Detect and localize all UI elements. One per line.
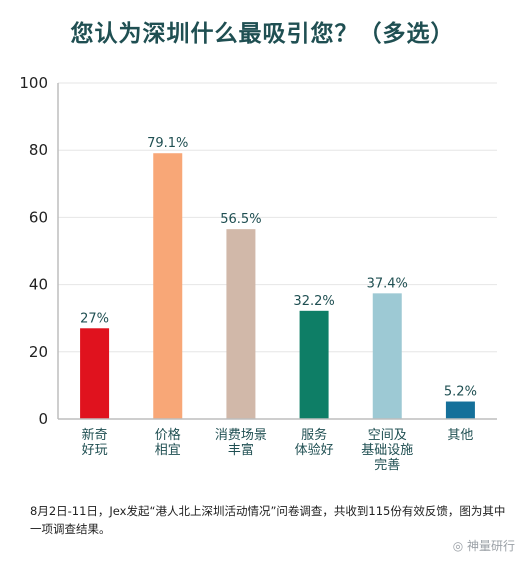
bar bbox=[80, 328, 110, 419]
watermark: ◎ 神量研行 bbox=[453, 537, 515, 554]
y-tick-label: 40 bbox=[29, 276, 48, 294]
y-tick-label: 80 bbox=[29, 141, 48, 159]
category-label-line: 基础设施 bbox=[361, 443, 413, 458]
footnote: 8月2日-11日，Jex发起“港人北上深圳活动情况”问卷调查，共收到115份有效… bbox=[30, 504, 506, 536]
value-label: 5.2% bbox=[444, 385, 477, 400]
category-label-line: 好玩 bbox=[82, 443, 108, 458]
value-label: 27% bbox=[80, 311, 109, 326]
category-label-line: 体验好 bbox=[295, 442, 334, 458]
category-label-line: 完善 bbox=[374, 457, 400, 473]
category-label-line: 新奇 bbox=[82, 427, 108, 443]
bar bbox=[226, 229, 256, 419]
category-label: 其他 bbox=[447, 428, 473, 443]
bar bbox=[372, 293, 402, 419]
category-label-line: 消费场景 bbox=[215, 428, 267, 443]
value-label: 37.4% bbox=[367, 276, 408, 291]
value-labels: 27% 79.1% 56.5% 32.2% 37.4% 5.2% bbox=[80, 136, 477, 399]
category-label-line: 价格 bbox=[155, 427, 181, 443]
bar bbox=[153, 153, 183, 419]
category-label-line: 相宜 bbox=[155, 443, 181, 458]
bars bbox=[80, 153, 475, 419]
bar-chart: 0 20 40 60 80 100 27% 79.1% 56.5% 32.2% 37.4% 5.2%… bbox=[19, 74, 497, 473]
value-label: 32.2% bbox=[293, 294, 334, 309]
bar bbox=[299, 310, 329, 419]
category-label-line: 其他 bbox=[447, 428, 473, 443]
category-label-line: 服务 bbox=[301, 427, 327, 443]
y-axis-ticks: 0 20 40 60 80 100 bbox=[19, 74, 48, 428]
watermark-text: 神量研行 bbox=[466, 539, 515, 553]
grid-lines bbox=[58, 82, 497, 353]
watermark-icon: ◎ bbox=[452, 539, 467, 553]
value-label: 79.1% bbox=[147, 136, 188, 151]
y-tick-label: 60 bbox=[29, 208, 48, 226]
category-label-line: 丰富 bbox=[228, 442, 254, 458]
value-label: 56.5% bbox=[220, 212, 261, 227]
y-tick-label: 0 bbox=[38, 410, 48, 428]
y-tick-label: 100 bbox=[19, 74, 48, 92]
y-tick-label: 20 bbox=[29, 343, 48, 361]
category-label-line: 空间及 bbox=[368, 428, 407, 443]
bar bbox=[445, 401, 475, 419]
chart-title: 您认为深圳什么最吸引您？（多选） bbox=[70, 21, 455, 47]
